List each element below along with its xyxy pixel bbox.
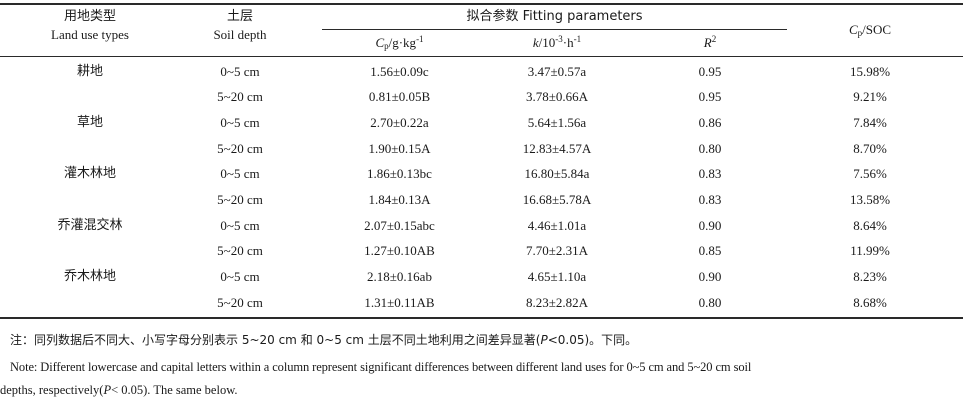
- cell-cp: 1.27±0.10AB: [364, 243, 435, 258]
- header-depth-cn: 土层: [226, 9, 253, 24]
- fitting-params-rule: [322, 29, 787, 30]
- cell-depth: 0~5 cm: [220, 64, 260, 79]
- cell-r2: 0.90: [698, 269, 722, 284]
- cell-r2: 0.80: [698, 295, 722, 310]
- cell-cp: 2.07±0.15abc: [364, 218, 435, 233]
- cell-depth: 5~20 cm: [217, 295, 263, 310]
- cell-cp-soc: 8.70%: [853, 141, 887, 156]
- header-fitting-parameters: 拟合参数 Fitting parameters: [466, 9, 643, 24]
- cell-k: 3.78±0.66A: [525, 89, 589, 104]
- note-chinese: 注：同列数据后不同大、小写字母分别表示 5~20 cm 和 0~5 cm 土层不…: [10, 333, 638, 347]
- cell-depth: 0~5 cm: [220, 269, 260, 284]
- cell-depth: 5~20 cm: [217, 192, 263, 207]
- cell-cp: 1.84±0.13A: [368, 192, 431, 207]
- cell-cp-soc: 8.68%: [853, 295, 887, 310]
- cell-k: 5.64±1.56a: [527, 115, 587, 130]
- cell-cp: 1.31±0.11AB: [364, 295, 435, 310]
- cell-r2: 0.85: [698, 243, 722, 258]
- cell-depth: 5~20 cm: [217, 243, 263, 258]
- cell-landuse: 草地: [76, 115, 103, 130]
- header-depth-en: Soil depth: [213, 27, 267, 42]
- header-cp-soc: Cp/SOC: [848, 22, 892, 38]
- header-k: k/10-3·h-1: [532, 34, 582, 51]
- cell-r2: 0.95: [698, 64, 722, 79]
- cell-cp-soc: 8.23%: [853, 269, 887, 284]
- cell-landuse: 乔灌混交林: [57, 218, 123, 233]
- cell-r2: 0.80: [698, 141, 722, 156]
- cell-r2: 0.95: [698, 89, 722, 104]
- cell-cp-soc: 8.64%: [853, 218, 887, 233]
- cell-depth: 0~5 cm: [220, 218, 260, 233]
- cell-cp-soc: 7.56%: [853, 166, 887, 181]
- table-top-rule: [0, 3, 963, 5]
- header-cp: Cp/g·kg-1: [375, 34, 424, 51]
- cell-landuse: 灌木林地: [63, 166, 116, 181]
- note-english-line-1: Note: Different lowercase and capital le…: [10, 360, 752, 374]
- cell-landuse: 乔木林地: [63, 269, 116, 284]
- cell-r2: 0.86: [698, 115, 722, 130]
- header-r2: R2: [703, 34, 717, 51]
- cell-cp-soc: 7.84%: [853, 115, 887, 130]
- table-bottom-rule: [0, 317, 963, 319]
- cell-cp: 1.56±0.09c: [370, 64, 429, 79]
- header-landuse-en: Land use types: [51, 27, 129, 42]
- cell-depth: 0~5 cm: [220, 166, 260, 181]
- cell-cp: 0.81±0.05B: [368, 89, 431, 104]
- header-bottom-rule: [0, 56, 963, 57]
- cell-k: 4.65±1.10a: [527, 269, 587, 284]
- cell-r2: 0.83: [698, 192, 722, 207]
- cell-k: 12.83±4.57A: [522, 141, 592, 156]
- cell-cp: 2.70±0.22a: [370, 115, 429, 130]
- cell-cp-soc: 13.58%: [849, 192, 891, 207]
- cell-cp-soc: 11.99%: [850, 243, 890, 258]
- cell-landuse: 耕地: [76, 64, 103, 79]
- cell-cp: 1.90±0.15A: [368, 141, 431, 156]
- cell-depth: 0~5 cm: [220, 115, 260, 130]
- cell-depth: 5~20 cm: [217, 89, 263, 104]
- cell-k: 3.47±0.57a: [527, 64, 587, 79]
- cell-k: 8.23±2.82A: [525, 295, 589, 310]
- cell-cp: 2.18±0.16ab: [367, 269, 432, 284]
- cell-cp-soc: 9.21%: [853, 89, 887, 104]
- cell-r2: 0.90: [698, 218, 722, 233]
- cell-cp: 1.86±0.13bc: [367, 166, 432, 181]
- cell-r2: 0.83: [698, 166, 722, 181]
- cell-cp-soc: 15.98%: [849, 64, 891, 79]
- header-landuse-cn: 用地类型: [63, 9, 116, 24]
- cell-k: 16.68±5.78A: [522, 192, 592, 207]
- cell-k: 7.70±2.31A: [525, 243, 589, 258]
- note-english-line-2: depths, respectively(P< 0.05). The same …: [0, 383, 238, 397]
- cell-k: 16.80±5.84a: [524, 166, 590, 181]
- cell-depth: 5~20 cm: [217, 141, 263, 156]
- cell-k: 4.46±1.01a: [527, 218, 587, 233]
